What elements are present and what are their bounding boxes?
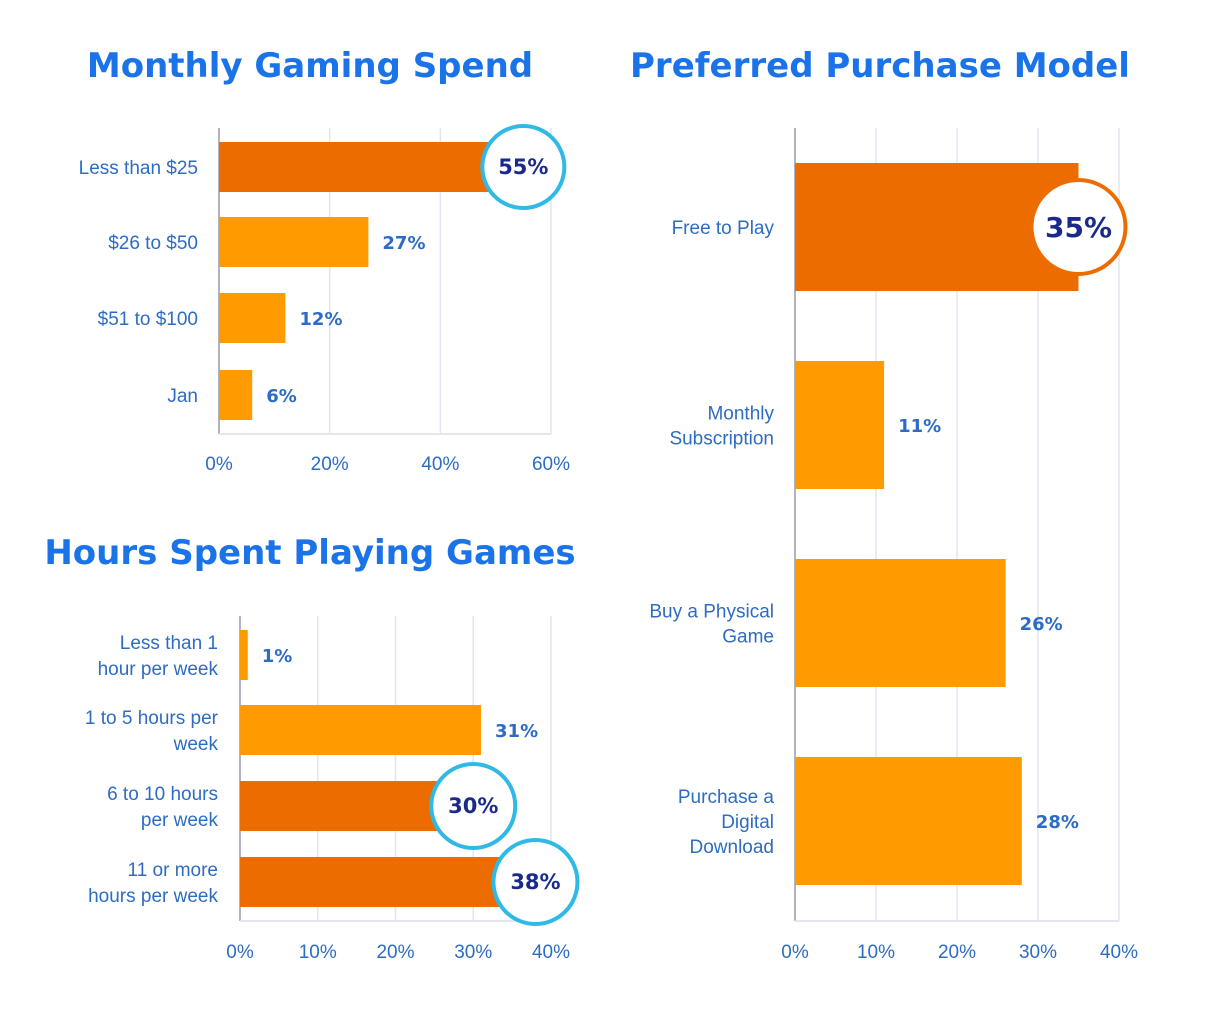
value-label: 38% bbox=[510, 870, 560, 894]
value-label: 27% bbox=[382, 233, 425, 254]
category-label: Jan bbox=[167, 386, 198, 407]
chart-hours: Hours Spent Playing Games 0% 10% 20% 30% 40% L… bbox=[44, 533, 580, 963]
value-label: 55% bbox=[498, 155, 548, 179]
x-tick-label: 10% bbox=[857, 942, 895, 963]
chart-spend: Monthly Gaming Spend 0% 20% 40% 60% Less than… bbox=[79, 46, 570, 475]
category-label: Free to Play bbox=[672, 218, 775, 239]
x-tick-label: 40% bbox=[1100, 942, 1138, 963]
x-tick-label: 60% bbox=[532, 454, 570, 475]
bar bbox=[219, 293, 286, 343]
x-tick-label: 40% bbox=[421, 454, 459, 475]
x-tick-label: 0% bbox=[226, 942, 254, 963]
category-label: Less than 1 hour per week bbox=[98, 633, 219, 680]
chart-title: Hours Spent Playing Games bbox=[44, 533, 575, 573]
bar bbox=[795, 757, 1022, 885]
x-tick-label: 20% bbox=[376, 942, 414, 963]
x-tick-label: 10% bbox=[299, 942, 337, 963]
category-label: Buy a Physical Game bbox=[649, 602, 774, 648]
category-label: Purchase a Digital Download bbox=[678, 787, 775, 858]
x-tick-label: 20% bbox=[938, 942, 976, 963]
value-label: 31% bbox=[495, 721, 538, 742]
category-label: 1 to 5 hours per week bbox=[85, 708, 219, 755]
highlight-circle bbox=[480, 124, 567, 210]
value-label: 1% bbox=[262, 646, 293, 667]
x-tick-label: 40% bbox=[532, 942, 570, 963]
bar bbox=[219, 217, 369, 267]
chart-purchase: Preferred Purchase Model 0% 10% 20% 30% 40% Fr… bbox=[630, 46, 1138, 963]
x-tick-label: 0% bbox=[781, 942, 809, 963]
bar bbox=[240, 630, 248, 680]
bar bbox=[240, 857, 536, 907]
highlight-circle bbox=[429, 762, 518, 850]
category-label: Less than $25 bbox=[79, 158, 198, 179]
value-label: 12% bbox=[299, 309, 342, 330]
x-tick-label: 20% bbox=[311, 454, 349, 475]
value-label: 6% bbox=[266, 386, 297, 407]
x-tick-label: 0% bbox=[205, 454, 233, 475]
value-label: 28% bbox=[1036, 812, 1079, 833]
category-label: 6 to 10 hours per week bbox=[107, 784, 218, 831]
value-label: 26% bbox=[1020, 614, 1063, 635]
category-label: $51 to $100 bbox=[98, 309, 198, 330]
value-label: 30% bbox=[448, 794, 498, 818]
value-label: 11% bbox=[898, 416, 941, 437]
x-tick-label: 30% bbox=[1019, 942, 1057, 963]
bar bbox=[795, 361, 885, 489]
bar bbox=[795, 559, 1006, 687]
category-label: 11 or more hours per week bbox=[88, 860, 218, 907]
bar bbox=[219, 370, 253, 420]
category-label: Monthly Subscription bbox=[669, 404, 774, 450]
bar bbox=[219, 142, 524, 192]
highlight-circle bbox=[491, 838, 580, 926]
bar bbox=[240, 705, 482, 755]
category-label: $26 to $50 bbox=[108, 233, 198, 254]
highlight-circle bbox=[1029, 178, 1128, 276]
chart-title: Preferred Purchase Model bbox=[630, 46, 1130, 86]
x-tick-label: 30% bbox=[454, 942, 492, 963]
value-label: 35% bbox=[1045, 211, 1112, 244]
chart-title: Monthly Gaming Spend bbox=[87, 46, 533, 86]
